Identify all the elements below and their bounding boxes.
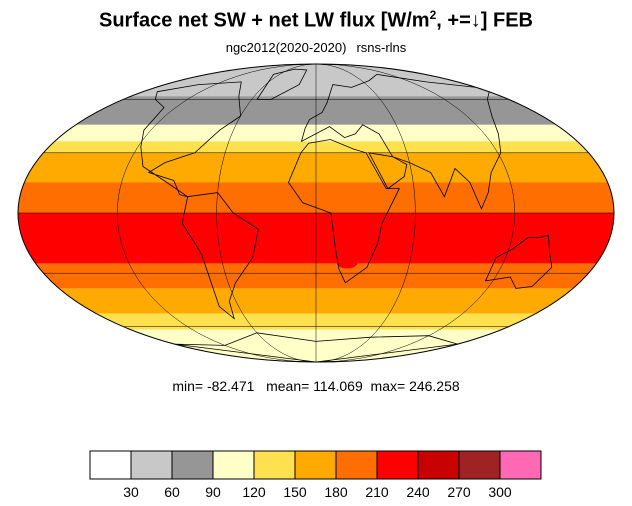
subtitle-variable: rsns-rlns [356, 40, 407, 55]
longitude-gridline [216, 64, 317, 362]
colorbar-swatch [294, 450, 337, 480]
colorbar-swatch [253, 450, 296, 480]
colorbar-tick-label: 180 [324, 484, 348, 500]
hotspot [337, 258, 358, 269]
colorbar-tick-label: 270 [447, 484, 471, 500]
coastline-arabia [368, 152, 408, 190]
coastline-australia [484, 234, 553, 289]
colorbar-swatch [376, 450, 419, 480]
colorbar-swatch [130, 450, 173, 480]
subtitle-run: ngc2012(2020-2020) [225, 40, 347, 55]
colorbar-swatch [417, 450, 460, 480]
title-tail: , +=↓] FEB [436, 9, 533, 32]
colorbar-tick-label: 90 [205, 484, 221, 500]
colorbar-swatch [499, 450, 542, 480]
hotspot [109, 238, 150, 249]
max-value: 246.258 [409, 378, 460, 394]
longitude-gridline [315, 64, 515, 362]
subtitle: ngc2012(2020-2020) rsns-rlns [0, 40, 632, 55]
colorbar-tick-label: 300 [488, 484, 512, 500]
min-label: min= [172, 378, 204, 394]
min-value: -82.471 [206, 378, 255, 394]
stats-line: min= -82.471 mean= 114.069 max= 246.258 [0, 378, 632, 394]
colorbar-tick-label: 30 [123, 484, 139, 500]
colorbar-swatch [171, 450, 214, 480]
title-superscript: 2 [429, 8, 437, 22]
title-main: Surface net SW + net LW flux [W/m [99, 9, 430, 32]
colorbar-swatch [458, 450, 501, 480]
colorbar-swatch [335, 450, 378, 480]
mean-value: 114.069 [313, 378, 363, 394]
colorbar-swatch [212, 450, 255, 480]
colorbar-tick-label: 210 [365, 484, 389, 500]
coastline-north-america [140, 81, 242, 198]
mean-label: mean= [266, 378, 310, 394]
chart-title: Surface net SW + net LW flux [W/m2, +=↓]… [0, 8, 632, 33]
flux-field [18, 64, 614, 362]
max-label: max= [370, 378, 406, 394]
colorbar-tick-label: 60 [164, 484, 180, 500]
world-map [17, 63, 615, 363]
colorbar-swatch [89, 450, 132, 480]
coastline-south-america [181, 192, 259, 320]
colorbar-tick-label: 150 [283, 484, 307, 500]
hotspot [236, 237, 267, 250]
hotspot [526, 249, 552, 258]
globe-outline [17, 63, 615, 363]
longitude-gridline [117, 64, 317, 362]
colorbar-tick-label: 240 [406, 484, 430, 500]
coastline-africa [288, 139, 400, 284]
colorbar-tick-label: 120 [242, 484, 266, 500]
longitude-gridline [315, 64, 416, 362]
